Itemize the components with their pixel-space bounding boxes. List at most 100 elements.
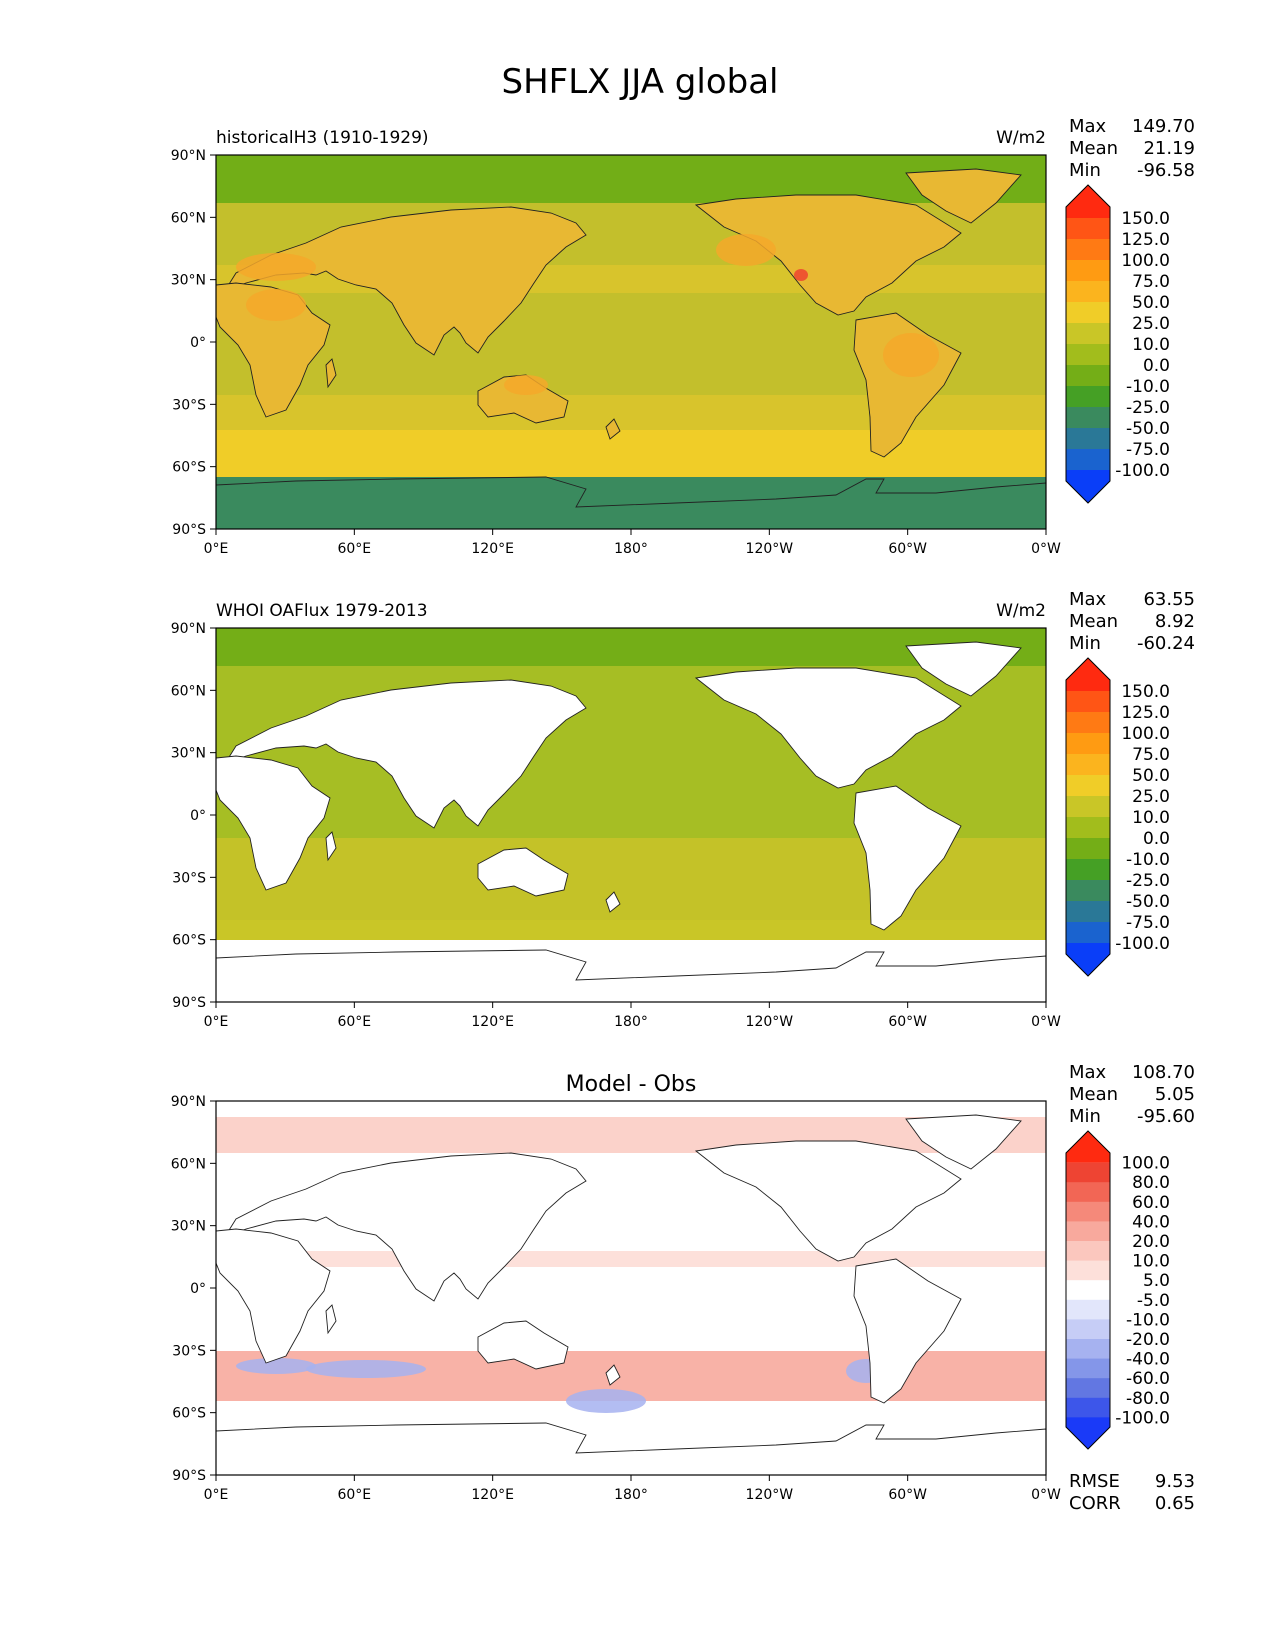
colorbar-segment bbox=[1066, 218, 1110, 240]
colorbar-segment bbox=[1066, 691, 1110, 713]
colorbar-segment bbox=[1066, 712, 1110, 734]
colorbar-segment bbox=[1066, 1397, 1110, 1418]
colorbar-segment bbox=[1066, 1339, 1110, 1360]
lon-tick-label: 120°E bbox=[471, 541, 514, 557]
colorbar-tick-label: 75.0 bbox=[1132, 745, 1170, 765]
colorbar-segment bbox=[1066, 281, 1110, 303]
colorbar-segment bbox=[1066, 943, 1110, 976]
colorbar-segment bbox=[1066, 838, 1110, 860]
colorbar-tick-label: -10.0 bbox=[1126, 1310, 1170, 1330]
hot-land-area bbox=[246, 289, 306, 321]
colorbar-segment bbox=[1066, 344, 1110, 366]
lat-tick-label: 90°S bbox=[172, 522, 206, 538]
colorbar-tick-label: 100.0 bbox=[1121, 724, 1170, 744]
colorbar-tick-label: -75.0 bbox=[1126, 440, 1170, 460]
hot-land-area bbox=[883, 333, 939, 377]
lat-tick-label: 0° bbox=[190, 1281, 206, 1297]
colorbar-segment bbox=[1066, 449, 1110, 471]
colorbar-tick-label: 20.0 bbox=[1132, 1232, 1170, 1252]
lat-tick-label: 60°S bbox=[172, 1406, 206, 1422]
colorbar-tick-label: 10.0 bbox=[1132, 1252, 1170, 1272]
land-namerica bbox=[694, 194, 962, 316]
lat-tick-label: 0° bbox=[190, 808, 206, 824]
colorbar-segment bbox=[1066, 302, 1110, 324]
colorbar-segment bbox=[1066, 1182, 1110, 1203]
colorbar-segment bbox=[1066, 1378, 1110, 1399]
colorbar-tick-label: 60.0 bbox=[1132, 1193, 1170, 1213]
land-antarctica bbox=[216, 1422, 1046, 1475]
colorbar-segment bbox=[1066, 1260, 1110, 1281]
colorbar-tick-label: 75.0 bbox=[1132, 272, 1170, 292]
lon-tick-label: 60°W bbox=[888, 1014, 927, 1030]
southern-ocean-band bbox=[216, 430, 1046, 478]
land-newzealand bbox=[605, 1364, 621, 1386]
colorbar-segment bbox=[1066, 260, 1110, 282]
land-samerica bbox=[853, 1258, 962, 1404]
colorbar-tick-label: -10.0 bbox=[1126, 377, 1170, 397]
lat-tick-label: 30°N bbox=[171, 1219, 206, 1235]
lon-tick-label: 0°E bbox=[204, 1014, 229, 1030]
stat-value: 21.19 bbox=[1143, 138, 1195, 159]
colorbar-tick-label: -80.0 bbox=[1126, 1389, 1170, 1409]
land-madagascar bbox=[325, 358, 337, 389]
lat-tick-label: 60°N bbox=[171, 1156, 206, 1172]
lon-tick-label: 0°W bbox=[1031, 541, 1061, 557]
colorbar-segment bbox=[1066, 470, 1110, 503]
colorbar-segment bbox=[1066, 1221, 1110, 1242]
colorbar-segment bbox=[1066, 1201, 1110, 1222]
land-samerica bbox=[853, 785, 962, 931]
map-field bbox=[216, 628, 1046, 1002]
colorbar-segment bbox=[1066, 323, 1110, 345]
colorbar-segment bbox=[1066, 1241, 1110, 1262]
tropic-band bbox=[216, 1251, 1046, 1267]
lat-tick-label: 30°N bbox=[171, 746, 206, 762]
negative-anomaly-patch bbox=[566, 1389, 646, 1413]
colorbar-segment bbox=[1066, 386, 1110, 408]
lat-tick-label: 90°S bbox=[172, 1468, 206, 1484]
lat-tick-label: 90°N bbox=[171, 1094, 206, 1110]
stat-label: Max bbox=[1069, 1062, 1107, 1083]
lon-tick-label: 180° bbox=[614, 1487, 648, 1503]
colorbar-segment bbox=[1066, 922, 1110, 944]
colorbar-segment bbox=[1066, 185, 1110, 218]
no-data-band-north bbox=[216, 1101, 1046, 1117]
lat-tick-label: 90°S bbox=[172, 995, 206, 1011]
lon-tick-label: 120°E bbox=[471, 1487, 514, 1503]
stat-label: Max bbox=[1069, 116, 1107, 137]
land-namerica bbox=[694, 1140, 962, 1262]
lon-tick-label: 60°E bbox=[337, 1014, 371, 1030]
colorbar-tick-label: -100.0 bbox=[1115, 461, 1170, 481]
colorbar-segment bbox=[1066, 817, 1110, 839]
colorbar-segment bbox=[1066, 859, 1110, 881]
colorbar-tick-label: 50.0 bbox=[1132, 766, 1170, 786]
land-africa bbox=[216, 1228, 331, 1364]
land-greenland bbox=[905, 168, 1022, 224]
colorbar-tick-label: 100.0 bbox=[1121, 251, 1170, 271]
lon-tick-label: 120°W bbox=[746, 541, 794, 557]
lon-tick-label: 180° bbox=[614, 1014, 648, 1030]
colorbar-segment bbox=[1066, 733, 1110, 755]
stat-value: 63.55 bbox=[1143, 589, 1195, 610]
colorbar-outline bbox=[1065, 184, 1111, 504]
colorbar-segment bbox=[1066, 901, 1110, 923]
panel-left-title: historicalH3 (1910-1929) bbox=[216, 128, 429, 148]
colorbar-tick-label: -5.0 bbox=[1137, 1291, 1170, 1311]
stat-value: 5.05 bbox=[1155, 1084, 1195, 1105]
stat-value: -60.24 bbox=[1137, 633, 1195, 654]
land-namerica bbox=[694, 667, 962, 789]
colorbar-tick-label: 125.0 bbox=[1121, 703, 1170, 723]
colorbar-segment bbox=[1066, 428, 1110, 450]
colorbar-tick-label: -25.0 bbox=[1126, 398, 1170, 418]
land-madagascar bbox=[325, 831, 337, 862]
hot-land-area bbox=[504, 375, 548, 395]
land-antarctica bbox=[216, 949, 1046, 1002]
panel-units: W/m2 bbox=[996, 601, 1046, 621]
colorbar-segment bbox=[1066, 1162, 1110, 1183]
colorbar-segment bbox=[1066, 1358, 1110, 1379]
hot-land-area bbox=[236, 253, 316, 281]
lon-tick-label: 180° bbox=[614, 541, 648, 557]
colorbar-tick-label: 80.0 bbox=[1132, 1173, 1170, 1193]
colorbar-tick-label: -20.0 bbox=[1126, 1330, 1170, 1350]
arctic-band bbox=[216, 1117, 1046, 1153]
